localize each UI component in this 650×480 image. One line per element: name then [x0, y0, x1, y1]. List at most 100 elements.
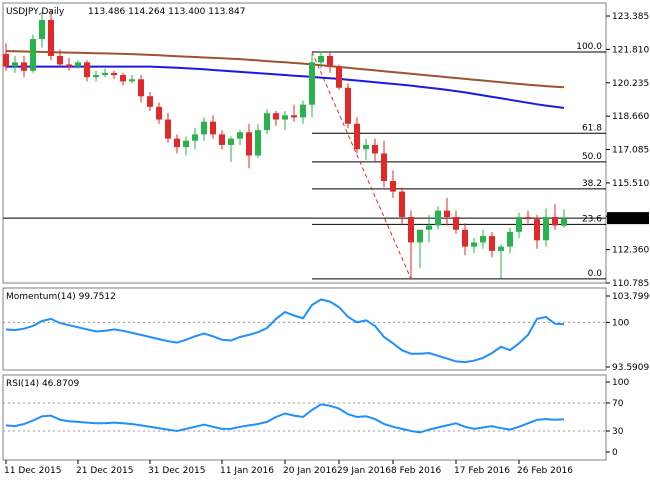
- candle: [237, 130, 243, 145]
- momentum-panel: Momentum(14) 99.7512 103.7996 100 93.5909: [2, 287, 650, 373]
- candle: [201, 117, 207, 141]
- candle-body: [300, 104, 306, 118]
- time-tick-label: 21 Dec 2015: [76, 466, 134, 476]
- candle-body: [381, 153, 387, 181]
- candle: [111, 70, 117, 80]
- candle-body: [453, 216, 459, 230]
- moving-averages: [5, 50, 565, 109]
- sma-blue-line: [6, 65, 565, 109]
- momentum-tick-label: 93.5909: [612, 363, 649, 373]
- candle: [156, 102, 162, 124]
- momentum-title: Momentum(14) 99.7512: [6, 292, 116, 302]
- candle: [345, 83, 351, 129]
- candle: [426, 214, 432, 243]
- candle-body: [66, 64, 72, 67]
- candle-body: [327, 55, 333, 67]
- price-tick-label: 112.360: [612, 246, 649, 256]
- momentum-tick-label: 100: [612, 318, 629, 328]
- candle: [363, 138, 369, 160]
- candle: [120, 72, 126, 86]
- fib-level-label: 61.8: [582, 123, 602, 133]
- candle-body: [525, 216, 531, 220]
- candle-body: [165, 119, 171, 139]
- candle: [399, 187, 405, 226]
- candle-body: [39, 19, 45, 40]
- candle-body: [48, 19, 54, 56]
- candle: [246, 123, 252, 169]
- candle: [93, 70, 99, 82]
- current-price-marker: 113.847: [607, 212, 649, 225]
- candle: [453, 210, 459, 234]
- rsi-line: [5, 403, 565, 434]
- candle-body: [111, 72, 117, 76]
- candle-body: [534, 219, 540, 241]
- candle: [435, 206, 441, 230]
- candle-body: [426, 225, 432, 230]
- candle-body: [219, 134, 225, 145]
- candle-body: [336, 66, 342, 88]
- ohlc-values: 113.486 114.264 113.400 113.847: [88, 7, 245, 17]
- candle: [66, 58, 72, 71]
- candle-body: [156, 106, 162, 120]
- candle: [309, 53, 315, 118]
- candle: [489, 231, 495, 258]
- candle: [39, 11, 45, 48]
- candle: [48, 9, 54, 61]
- candle: [300, 100, 306, 124]
- sma-brown-line: [5, 50, 565, 89]
- candle-body: [210, 121, 216, 135]
- candle-body: [471, 242, 477, 247]
- candle: [3, 43, 9, 71]
- candle: [282, 111, 288, 131]
- candle: [471, 238, 477, 254]
- rsi-title: RSI(14) 46.8709: [6, 379, 79, 389]
- candle: [444, 197, 450, 226]
- candle-body: [516, 216, 522, 232]
- candle: [525, 210, 531, 224]
- candle: [228, 136, 234, 162]
- rsi-tick-label: 100: [612, 378, 629, 388]
- time-tick-label: 11 Dec 2015: [4, 466, 62, 476]
- fib-level-label: 100.0: [576, 42, 602, 52]
- candle-body: [480, 236, 486, 243]
- candle-body: [291, 115, 297, 118]
- price-tick-label: 123.385: [612, 12, 649, 22]
- candle-body: [417, 229, 423, 243]
- time-tick-label: 31 Dec 2015: [148, 466, 206, 476]
- candlesticks: [3, 9, 567, 279]
- candle-body: [390, 180, 396, 192]
- time-tick-label: 11 Jan 2016: [220, 466, 274, 476]
- candle-body: [228, 138, 234, 145]
- candle: [552, 204, 558, 230]
- candle-body: [363, 144, 369, 150]
- time-tick-label: 29 Jan 2016: [337, 466, 391, 476]
- candle-body: [174, 138, 180, 148]
- current-price-box: [607, 212, 649, 225]
- fib-level-label: 0.0: [588, 269, 603, 279]
- candle-body: [543, 216, 549, 241]
- rsi-panel-frame: [2, 374, 607, 461]
- rsi-panel: RSI(14) 46.8709 100 70 30 0: [2, 374, 629, 461]
- price-panel-frame: [2, 2, 607, 284]
- candle: [354, 117, 360, 154]
- candle-body: [120, 75, 126, 82]
- candle: [174, 134, 180, 154]
- candle-body: [84, 62, 90, 78]
- candle: [183, 136, 189, 156]
- candle: [561, 209, 567, 228]
- candle: [390, 170, 396, 198]
- price-tick-label: 120.235: [612, 79, 649, 89]
- candle: [381, 140, 387, 188]
- candle: [75, 60, 81, 69]
- fib-trend-line: [311, 51, 412, 280]
- candle-body: [507, 231, 513, 247]
- candle-body: [183, 140, 189, 148]
- candle: [219, 130, 225, 150]
- candle-body: [498, 246, 504, 251]
- candle: [129, 75, 135, 84]
- candle: [138, 75, 144, 103]
- candle-body: [264, 113, 270, 131]
- time-axis: 11 Dec 2015 21 Dec 2015 31 Dec 2015 11 Jan …: [4, 460, 573, 476]
- candle-body: [354, 123, 360, 150]
- candle-body: [273, 113, 279, 120]
